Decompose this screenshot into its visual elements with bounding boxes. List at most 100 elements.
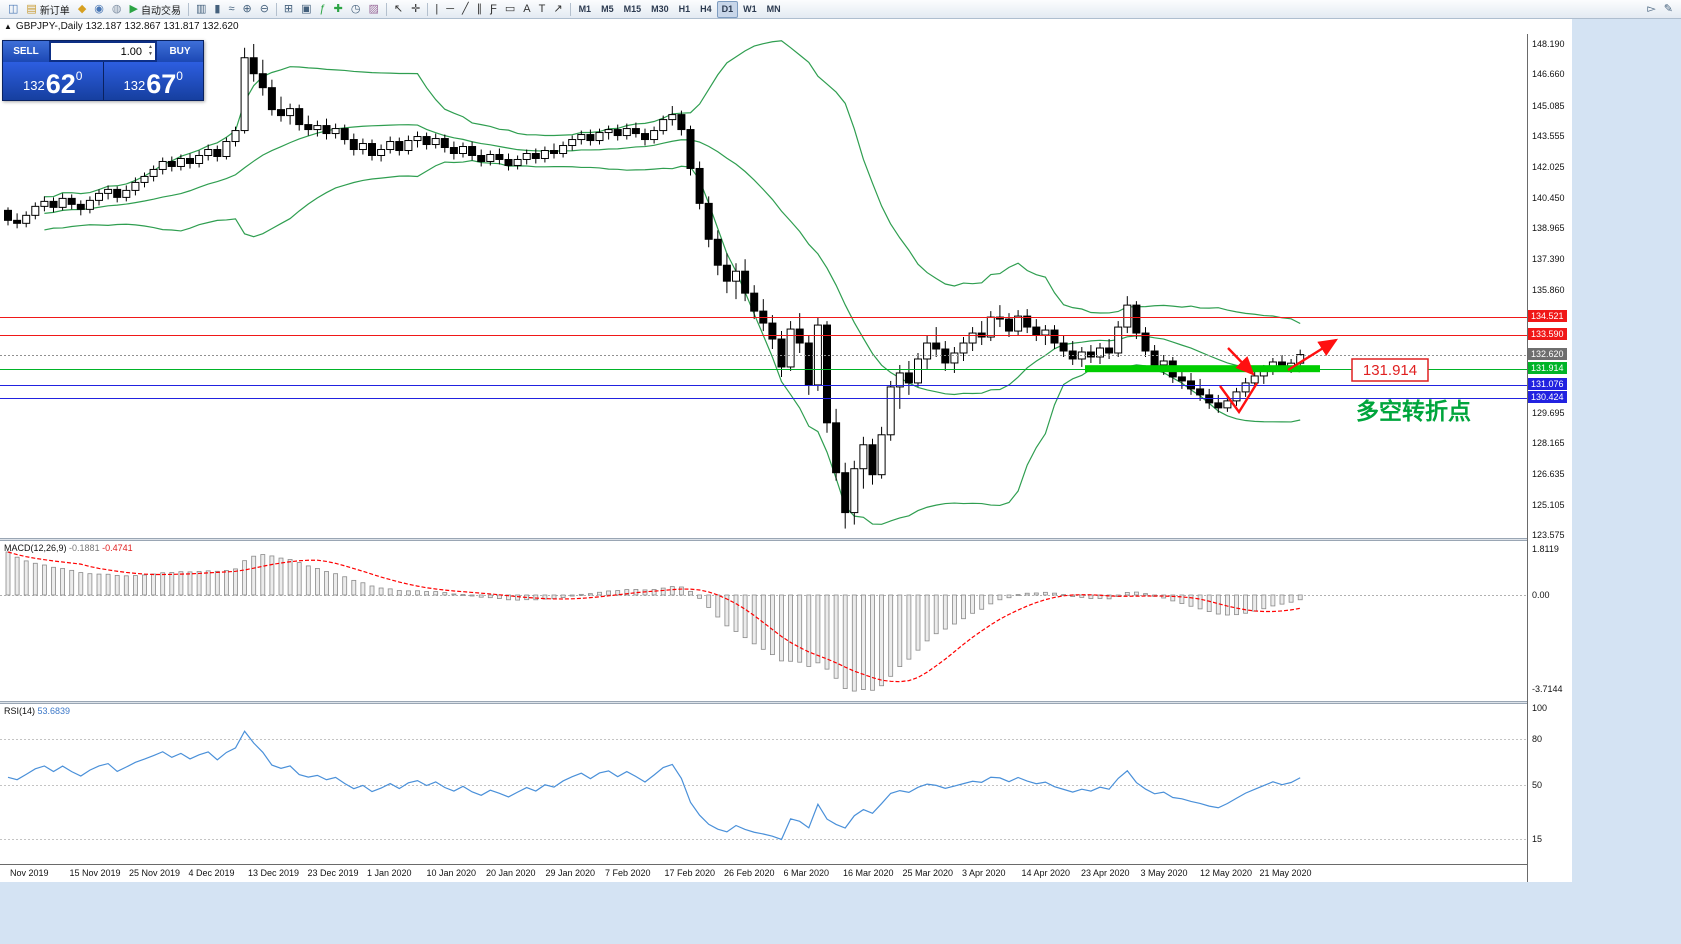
sell-button[interactable]: SELL <box>3 41 49 62</box>
chart-title-strip: ▲ GBPJPY-,Daily 132.187 132.867 131.817 … <box>0 19 1572 34</box>
line-chart-button-icon: ≈ <box>228 2 235 15</box>
sell-price-pips: 62 <box>45 68 76 99</box>
label-button-icon: T <box>538 2 546 15</box>
pointer-icon-button[interactable]: ▻ <box>1643 1 1659 18</box>
zoom-out-button-icon: ⊖ <box>259 2 269 15</box>
trendline-button[interactable]: ╱ <box>458 1 473 18</box>
volume-value: 1.00 <box>120 45 142 58</box>
timeframe-m5[interactable]: M5 <box>601 4 614 14</box>
macd-chart[interactable] <box>0 541 1527 701</box>
new-chart-button[interactable]: ◫ <box>4 1 22 18</box>
timeframe-w1[interactable]: W1 <box>743 4 757 14</box>
time-axis[interactable]: Nov 2019 15 Nov 2019 25 Nov 2019 4 Dec 2019… <box>0 864 1527 882</box>
timeframe-d1[interactable]: D1 <box>716 0 739 18</box>
new-order-button[interactable]: ▤ 新订单 <box>22 1 73 18</box>
templates-button[interactable]: ▨ <box>365 1 383 18</box>
zoom-in-button-icon: ⊕ <box>242 2 252 15</box>
candlestick-button[interactable]: ▮ <box>210 1 224 18</box>
chart-annotations: 131.914 多空转折点 <box>1219 338 1471 424</box>
cursor-button-icon: ↖ <box>393 2 404 15</box>
bar-chart-button[interactable]: ▥ <box>192 1 210 18</box>
date-label: 29 Jan 2020 <box>545 868 596 878</box>
rsi-name: RSI(14) <box>4 706 36 716</box>
channel-button[interactable]: ∥ <box>473 1 487 18</box>
price-axis-label: 137.390 <box>1532 254 1565 265</box>
fibonacci-button[interactable]: Ƒ <box>486 1 501 18</box>
favorites-button-icon: ◆ <box>77 2 87 15</box>
new-order-button-label: 新订单 <box>39 5 70 17</box>
price-tag: 131.076 <box>1528 378 1567 391</box>
rsi-value: 53.6839 <box>37 706 71 716</box>
cascade-windows-button[interactable]: ▣ <box>297 1 315 18</box>
date-label: 23 Apr 2020 <box>1081 868 1130 878</box>
buy-price-point: 0 <box>176 69 183 83</box>
toolbar: ◫ ▤ 新订单 ◆ ◉ ◍ ▶ 自动交易 ▥ ▮ ≈ ⊕ ⊖ ⊞ ▣ ƒ ✚ ◷ ▨ ↖ ✛ | ─ ╱ ∥ Ƒ ▭ A T ↗ M1 M5 M… <box>0 0 1681 19</box>
autotrading-button[interactable]: ▶ 自动交易 <box>126 1 185 18</box>
toolbar-separator <box>385 2 387 16</box>
rsi-axis-label: 50 <box>1532 780 1543 790</box>
zoom-out-button[interactable]: ⊖ <box>256 1 273 18</box>
sell-price-point: 0 <box>75 69 83 83</box>
tile-windows-button[interactable]: ⊞ <box>280 1 297 18</box>
volume-input[interactable]: 1.00 ▲ ▼ <box>51 43 155 60</box>
text-button[interactable]: A <box>519 1 534 18</box>
price-axis-label: 146.660 <box>1532 69 1565 80</box>
volume-spinner[interactable]: ▲ ▼ <box>148 44 153 57</box>
timeframe-mn[interactable]: MN <box>766 4 781 14</box>
indicators-button[interactable]: ƒ <box>316 1 330 18</box>
text-button-icon: A <box>523 2 531 15</box>
price-axis-label: 129.695 <box>1532 407 1565 418</box>
timeframe-h4[interactable]: H4 <box>700 4 712 14</box>
macd-main-value: -0.1881 <box>69 543 100 553</box>
rsi-axis-label: 15 <box>1532 833 1543 844</box>
date-label: 26 Feb 2020 <box>724 868 775 878</box>
svg-text:多空转折点: 多空转折点 <box>1356 398 1471 424</box>
price-axis[interactable]: 148.190 146.660 145.085 143.555 142.025 140.4… <box>1528 19 1572 882</box>
vertical-line-button[interactable]: | <box>431 1 442 18</box>
support-zone[interactable] <box>1085 365 1320 373</box>
date-label: 15 Nov 2019 <box>69 868 121 878</box>
sell-price[interactable]: 132 62 0 <box>3 62 104 100</box>
date-label: Nov 2019 <box>10 868 49 878</box>
signals-button[interactable]: ◍ <box>108 1 126 18</box>
zoom-in-button[interactable]: ⊕ <box>238 1 255 18</box>
arrows-button[interactable]: ↗ <box>549 1 566 18</box>
rsi-line <box>7 730 1301 841</box>
date-label: 7 Feb 2020 <box>605 868 651 878</box>
price-tag: 132.620 <box>1528 347 1567 360</box>
date-label: 14 Apr 2020 <box>1021 868 1071 878</box>
timeframe-m1[interactable]: M1 <box>578 4 592 14</box>
price-axis-label: 145.085 <box>1532 100 1565 111</box>
buy-price[interactable]: 132 67 0 <box>103 62 203 100</box>
crosshair-button[interactable]: ✛ <box>407 1 424 18</box>
add-indicator-button[interactable]: ✚ <box>330 1 347 18</box>
cursor-button[interactable]: ↖ <box>390 1 407 18</box>
tile-windows-button-icon: ⊞ <box>283 2 294 15</box>
favorites-button[interactable]: ◆ <box>74 1 90 18</box>
line-chart-button[interactable]: ≈ <box>224 1 238 18</box>
profiles-button[interactable]: ◉ <box>90 1 108 18</box>
periods-button[interactable]: ◷ <box>347 1 365 18</box>
timeframe-h1[interactable]: H1 <box>678 4 691 14</box>
date-label: 1 Jan 2020 <box>367 868 412 878</box>
macd-axis-label: 0.00 <box>1532 590 1550 600</box>
shapes-button[interactable]: ▭ <box>501 1 519 18</box>
buy-button[interactable]: BUY <box>157 41 203 62</box>
timeframe-m15[interactable]: M15 <box>623 4 642 14</box>
spinner-up-icon[interactable]: ▲ <box>148 44 153 50</box>
price-axis-label: 135.860 <box>1532 284 1565 295</box>
label-button[interactable]: T <box>535 1 550 18</box>
chart-window[interactable]: ▲ GBPJPY-,Daily 132.187 132.867 131.817 … <box>0 19 1572 882</box>
trade-panel-collapse-icon[interactable]: ▲ <box>4 21 12 31</box>
rsi-chart[interactable] <box>0 704 1527 864</box>
date-label: 4 Dec 2019 <box>188 868 235 878</box>
pencil-icon-button[interactable]: ✎ <box>1660 1 1677 18</box>
price-axis-label: 140.450 <box>1532 193 1565 204</box>
panel-splitter[interactable] <box>0 538 1572 541</box>
main-price-chart[interactable]: 131.914 多空转折点 <box>0 34 1527 538</box>
horizontal-line-button[interactable]: ─ <box>442 1 458 18</box>
spinner-down-icon[interactable]: ▼ <box>148 50 153 57</box>
timeframe-m30[interactable]: M30 <box>651 4 669 14</box>
rsi-axis-label: 80 <box>1532 733 1543 744</box>
panel-splitter[interactable] <box>0 701 1572 704</box>
